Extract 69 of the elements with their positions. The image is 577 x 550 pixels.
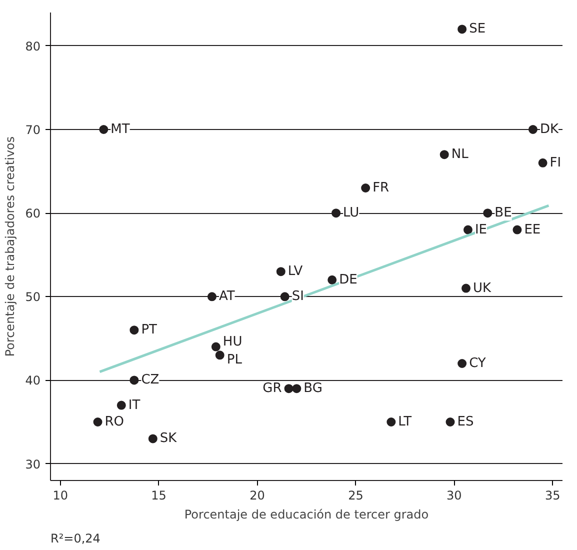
point (292, 384, 302, 394)
annotation: HU (222, 334, 242, 350)
x-tick-label: 15 (151, 488, 166, 502)
x-tick-label: 25 (348, 488, 364, 502)
annotation: LT (398, 414, 412, 430)
x-tick-label: 10 (52, 488, 68, 502)
point (361, 184, 370, 192)
annotation: SE (469, 22, 486, 37)
annotation: PL (226, 352, 243, 368)
annotation: LV (288, 264, 303, 280)
x-tick-label: 20 (250, 488, 265, 502)
annotation: SI (292, 289, 304, 304)
point (280, 292, 290, 302)
point (528, 125, 538, 134)
point (328, 275, 337, 284)
text: R²=0,24 (50, 532, 100, 546)
point (440, 150, 449, 160)
point (284, 384, 294, 394)
point (116, 400, 126, 410)
point (332, 208, 341, 218)
annotation: SK (160, 431, 178, 446)
point (458, 24, 467, 34)
y-tick-label: 40 (25, 374, 41, 388)
point (446, 418, 455, 426)
point (215, 350, 224, 360)
point (538, 158, 548, 168)
annotation: UK (473, 280, 492, 296)
point (512, 225, 522, 234)
annotation: IT (128, 398, 140, 413)
y-tick-label: 70 (25, 123, 41, 137)
point (207, 292, 216, 302)
point (463, 225, 472, 234)
point (130, 376, 139, 385)
annotation: CY (469, 356, 486, 371)
annotation: PT (141, 322, 158, 338)
point (130, 326, 139, 335)
annotation: DK (540, 122, 559, 137)
annotation: RO (104, 414, 124, 430)
y-tick-label: 80 (25, 39, 41, 54)
annotation: IE (474, 222, 488, 238)
annotation: BG (304, 381, 322, 396)
annotation: LU (343, 206, 360, 221)
annotation: ES (457, 414, 474, 430)
y-tick-label: 50 (25, 290, 41, 304)
annotation: AT (218, 289, 235, 304)
point (483, 208, 492, 218)
annotation: EE (524, 222, 541, 238)
annotation: FI (550, 155, 562, 170)
annotation: NL (451, 147, 470, 162)
annotation: CZ (141, 372, 160, 388)
point (462, 284, 471, 293)
annotation: DE (339, 272, 358, 288)
annotation: MT (110, 122, 130, 137)
point (148, 434, 158, 444)
point (276, 267, 286, 276)
annotation: FR (372, 180, 390, 196)
point (99, 125, 108, 134)
y-tick-label: 30 (25, 457, 41, 472)
annotation: GR (262, 381, 282, 396)
y-axis-title: Porcentaje de trabajadores creativos (3, 136, 18, 357)
point (386, 418, 396, 426)
annotation: BE (494, 206, 512, 221)
x-tick-label: 30 (446, 488, 462, 502)
x-tick-label: 35 (545, 488, 560, 502)
point (93, 418, 102, 426)
x-axis-title: Porcentaje de educación de tercer grado (184, 508, 429, 522)
point (458, 359, 467, 368)
point (211, 342, 220, 352)
y-tick-label: 60 (25, 206, 41, 221)
